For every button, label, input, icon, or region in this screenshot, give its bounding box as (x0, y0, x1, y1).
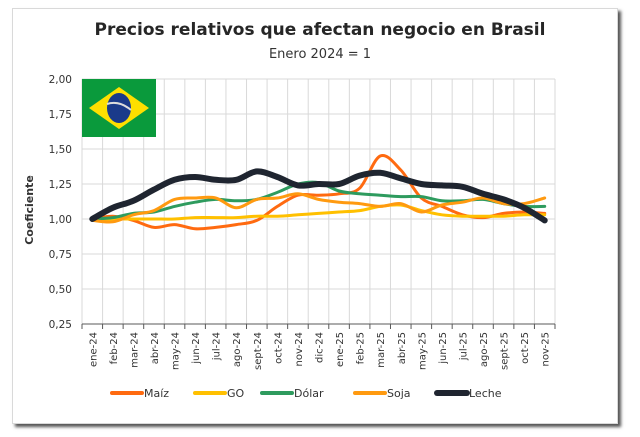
series-line-leche (89, 168, 548, 224)
legend-label: GO (227, 387, 245, 400)
x-tick-label: abr-24 (150, 332, 161, 364)
x-tick-label: nov-24 (294, 332, 305, 366)
y-tick-label: 1,50 (49, 144, 72, 156)
chart-title: Precios relativos que afectan negocio en… (94, 20, 546, 40)
y-tick-label: 1,25 (49, 179, 72, 191)
y-tick-label: 1,75 (49, 109, 72, 121)
x-tick-label: sept-25 (500, 332, 511, 370)
axes: 0,25 0,50 0,75 1,00 1,25 1,50 1,75 2,00 ene-24 fe… (49, 74, 556, 370)
y-tick-label: 0,50 (49, 284, 72, 296)
x-tick-label: ago-24 (232, 332, 243, 367)
series-lines (89, 153, 548, 231)
x-tick-label: nov-25 (541, 332, 552, 366)
brazil-flag-icon (82, 79, 156, 137)
x-tick-label: oct-24 (273, 332, 284, 364)
x-tick-label: dic-24 (315, 332, 326, 363)
y-axis-label: Coeficiente (23, 175, 36, 245)
y-tick-label: 2,00 (49, 74, 72, 86)
x-tick-label: feb-25 (356, 332, 367, 364)
legend-label: Dólar (294, 387, 324, 400)
legend: Maíz GO Dólar Soja Leche (110, 387, 502, 400)
series-line-go (90, 203, 547, 221)
x-tick-label: jul-25 (458, 332, 469, 361)
legend-label: Soja (387, 387, 411, 400)
chart-subtitle: Enero 2024 = 1 (268, 47, 372, 62)
x-tick-label: jul-24 (212, 332, 223, 361)
x-tick-label: may-24 (171, 332, 182, 370)
y-tick-label: 1,00 (49, 214, 72, 226)
y-tick-label: 0,75 (49, 249, 72, 261)
x-tick-label: jun-25 (438, 332, 449, 365)
x-tick-label: sept-24 (253, 332, 264, 370)
x-tick-label: ago-25 (479, 332, 490, 367)
x-tick-label: ene-24 (88, 332, 99, 367)
x-tick-label: jun-24 (191, 332, 202, 365)
x-tick-label: oct-25 (520, 332, 531, 364)
legend-label: Maíz (144, 387, 169, 400)
y-tick-label: 0,25 (49, 319, 72, 331)
x-tick-label: mar-25 (376, 332, 387, 368)
x-tick-label: ene-25 (335, 332, 346, 367)
x-tick-label: may-25 (417, 332, 428, 370)
x-tick-label: mar-24 (129, 332, 140, 368)
x-tick-label: abr-25 (397, 332, 408, 364)
x-tick-label: feb-24 (109, 332, 120, 364)
series-line-soja (90, 192, 547, 224)
legend-label: Leche (469, 387, 502, 400)
